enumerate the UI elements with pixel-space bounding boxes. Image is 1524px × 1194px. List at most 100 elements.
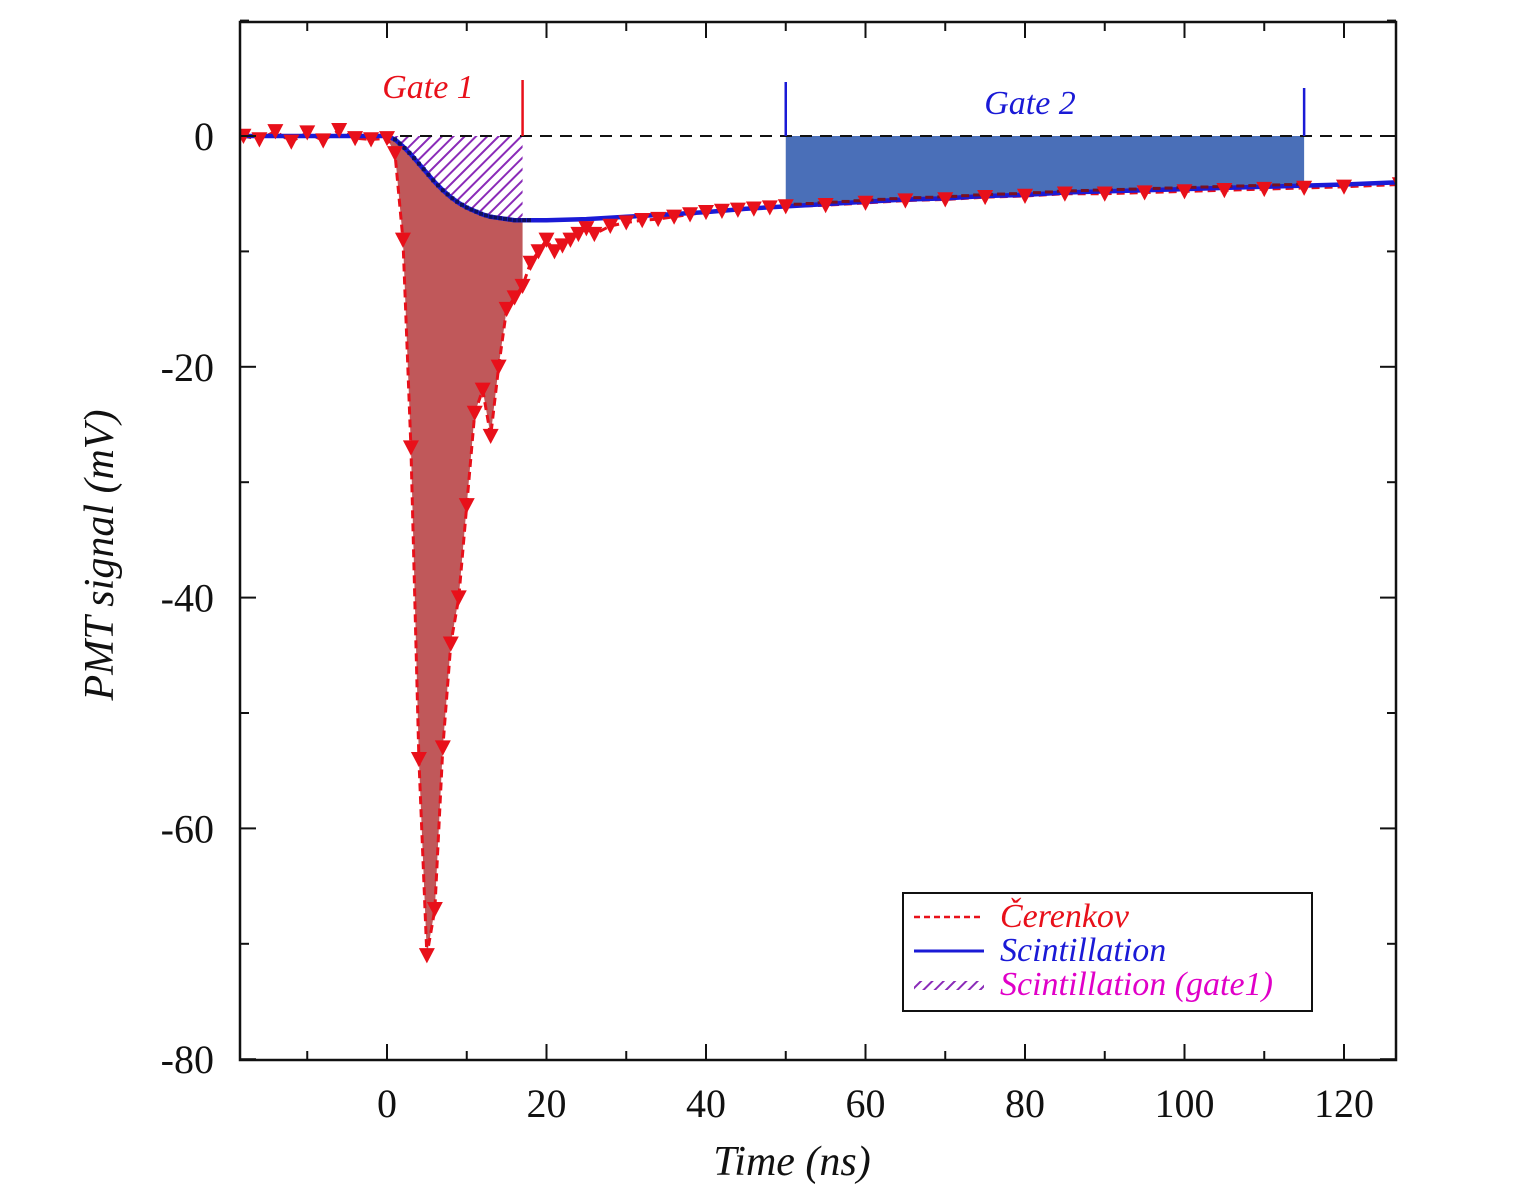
cerenkov-marker bbox=[698, 204, 714, 221]
gates-layer: Gate 1 Gate 2 bbox=[382, 69, 1306, 136]
cerenkov-marker bbox=[426, 901, 443, 918]
scintillation-point bbox=[416, 161, 421, 166]
cerenkov-tail-mark bbox=[1248, 184, 1257, 188]
ticks-layer: 0 20 40 60 80 100 120 0 -20 -40 -60 -80 bbox=[161, 19, 1396, 1126]
scintillation-point bbox=[464, 205, 469, 210]
cerenkov-marker bbox=[977, 189, 994, 206]
cerenkov-marker bbox=[466, 405, 483, 421]
scintillation-point bbox=[450, 196, 455, 201]
scintillation-point bbox=[459, 202, 464, 207]
scintillation-point bbox=[522, 218, 527, 223]
cerenkov-marker bbox=[506, 290, 523, 306]
scintillation-point bbox=[426, 172, 431, 177]
cerenkov-marker bbox=[450, 590, 467, 606]
cerenkov-marker bbox=[402, 440, 419, 456]
cerenkov-marker bbox=[434, 740, 451, 756]
cerenkov-marker bbox=[602, 218, 619, 235]
cerenkov-tail-mark bbox=[997, 192, 1006, 196]
scintillation-point bbox=[431, 178, 436, 183]
legend-label-cerenkov: Čerenkov bbox=[1000, 897, 1130, 935]
cerenkov-marker bbox=[442, 636, 459, 652]
cerenkov-marker bbox=[650, 211, 667, 228]
cerenkov-tail-mark bbox=[1092, 188, 1101, 192]
cerenkov-marker bbox=[618, 215, 635, 231]
scintillation-point bbox=[503, 216, 508, 221]
scintillation-gate1-fill bbox=[387, 136, 523, 221]
cerenkov-tail-mark bbox=[877, 197, 886, 201]
cerenkov-marker bbox=[267, 124, 284, 140]
cerenkov-marker bbox=[379, 131, 395, 147]
cerenkov-marker bbox=[1176, 184, 1193, 200]
y-tick-label: -20 bbox=[161, 345, 214, 390]
cerenkov-tail-mark bbox=[853, 199, 862, 203]
cerenkov-marker bbox=[1096, 186, 1113, 202]
cerenkov-marker bbox=[729, 202, 746, 218]
cerenkov-tail-mark bbox=[949, 194, 958, 198]
cerenkov-marker bbox=[331, 123, 348, 139]
cerenkov-tail-mark bbox=[793, 202, 802, 206]
scintillation-point bbox=[483, 213, 488, 218]
series-layer bbox=[240, 123, 1396, 964]
y-tick-label: 0 bbox=[194, 114, 214, 159]
y-tick-label: -60 bbox=[161, 806, 214, 851]
cerenkov-tail-mark bbox=[1200, 185, 1209, 189]
x-tick-label: 80 bbox=[1005, 1081, 1045, 1126]
cerenkov-marker bbox=[514, 278, 531, 295]
cerenkov-marker bbox=[817, 198, 834, 214]
cerenkov-tail-mark bbox=[1188, 185, 1197, 189]
scintillation-point bbox=[498, 216, 503, 221]
cerenkov-marker bbox=[682, 207, 699, 223]
cerenkov-tail-mark bbox=[1212, 185, 1221, 189]
cerenkov-marker bbox=[937, 192, 954, 208]
cerenkov-marker bbox=[578, 221, 595, 237]
cerenkov-tail-mark bbox=[841, 199, 850, 203]
x-tick-label: 60 bbox=[846, 1081, 886, 1126]
cerenkov-marker bbox=[1136, 185, 1153, 201]
cerenkov-marker bbox=[777, 199, 794, 215]
cerenkov-marker bbox=[347, 131, 364, 147]
scintillation-point bbox=[512, 218, 517, 223]
x-tick-label: 120 bbox=[1314, 1081, 1374, 1126]
cerenkov-marker bbox=[546, 244, 563, 260]
legend-label-scintillation: Scintillation bbox=[1000, 932, 1166, 969]
cerenkov-marker bbox=[1296, 180, 1313, 196]
cerenkov-tail-mark bbox=[913, 196, 922, 200]
cerenkov-marker bbox=[418, 948, 435, 964]
cerenkov-marker bbox=[713, 203, 730, 220]
plot-frame bbox=[238, 20, 1398, 1062]
cerenkov-marker bbox=[251, 132, 268, 148]
cerenkov-tail-mark bbox=[961, 194, 970, 198]
scintillation-point bbox=[493, 215, 498, 220]
cerenkov-tail-mark bbox=[1128, 187, 1137, 191]
cerenkov-marker bbox=[386, 146, 403, 162]
cerenkov-tail-mark bbox=[1152, 186, 1161, 190]
y-tick-label: -80 bbox=[161, 1037, 214, 1082]
scintillation-point bbox=[392, 137, 397, 142]
cerenkov-marker bbox=[394, 232, 411, 248]
cerenkov-marker bbox=[1017, 188, 1033, 205]
cerenkov-marker bbox=[482, 428, 499, 445]
scintillation-point bbox=[455, 199, 460, 204]
scintillation-point bbox=[436, 183, 441, 188]
cerenkov-marker bbox=[1056, 186, 1073, 202]
cerenkov-marker bbox=[1336, 179, 1352, 195]
scintillation-point bbox=[479, 211, 484, 216]
cerenkov-tail-mark bbox=[973, 193, 982, 197]
cerenkov-marker bbox=[586, 226, 603, 243]
cerenkov-tail-mark bbox=[1284, 183, 1293, 187]
scintillation-point bbox=[474, 209, 479, 214]
cerenkov-marker bbox=[498, 301, 515, 318]
scintillation-point bbox=[507, 217, 512, 222]
scintillation-point bbox=[407, 150, 412, 155]
x-axis-title: Time (ns) bbox=[713, 1139, 871, 1185]
cerenkov-marker bbox=[530, 244, 547, 260]
cerenkov-tail-mark bbox=[805, 202, 814, 206]
cerenkov-marker bbox=[554, 238, 571, 254]
x-tick-label: 0 bbox=[377, 1081, 397, 1126]
scintillation-point bbox=[402, 146, 407, 151]
cerenkov-marker bbox=[474, 382, 491, 398]
cerenkov-tail-mark bbox=[1068, 189, 1077, 193]
scintillation-point bbox=[526, 218, 531, 223]
gate1-label: Gate 1 bbox=[382, 69, 474, 106]
